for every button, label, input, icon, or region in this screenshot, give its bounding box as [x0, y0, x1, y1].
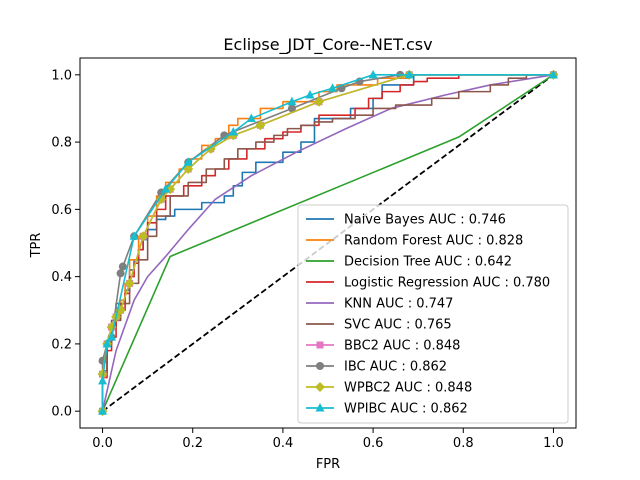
data-point — [138, 231, 149, 242]
data-point — [116, 269, 125, 278]
series-4 — [101, 74, 554, 412]
data-point — [129, 231, 139, 240]
legend-entry: Decision Tree AUC : 0.642 — [344, 255, 512, 270]
data-point — [305, 90, 315, 99]
legend-entry: WPIBC AUC : 0.862 — [344, 402, 468, 417]
legend-box — [297, 204, 569, 424]
data-point — [313, 96, 324, 107]
chart-title: Eclipse_JDT_Core--NET.csv — [223, 35, 432, 55]
y-tick-label: 0.8 — [51, 136, 72, 151]
y-axis: 0.0 0.2 0.4 0.6 0.8 1.0 — [51, 68, 80, 420]
data-point — [98, 406, 108, 415]
data-point — [368, 69, 378, 79]
y-tick-label: 0.6 — [51, 203, 72, 218]
data-point — [287, 104, 296, 113]
data-point — [156, 194, 167, 205]
data-point — [255, 120, 266, 131]
legend-entry: Random Forest AUC : 0.828 — [344, 234, 523, 249]
data-point — [161, 184, 171, 193]
x-tick-label: 0.8 — [453, 436, 474, 451]
data-point — [328, 83, 338, 92]
series-9 — [98, 69, 558, 415]
data-point — [97, 369, 108, 380]
legend-entry: WPBC2 AUC : 0.848 — [344, 381, 472, 396]
data-point — [287, 96, 297, 106]
data-point — [246, 113, 256, 123]
legend-entry: BBC2 AUC : 0.848 — [344, 339, 460, 354]
x-tick-label: 1.0 — [543, 436, 564, 451]
y-tick-label: 1.0 — [51, 68, 72, 83]
plot-frame — [79, 57, 577, 429]
x-axis-label: FPR — [316, 457, 340, 472]
data-point — [124, 278, 135, 289]
data-point — [228, 127, 238, 136]
data-point — [548, 69, 558, 79]
data-point — [98, 375, 108, 385]
x-tick-label: 0.4 — [273, 436, 294, 451]
x-axis: 0.0 0.2 0.4 0.6 0.8 1.0 — [92, 428, 564, 451]
y-tick-label: 0.2 — [51, 337, 72, 352]
series-line — [101, 74, 554, 412]
x-tick-label: 0.6 — [363, 436, 384, 451]
legend-entry: SVC AUC : 0.765 — [344, 318, 452, 333]
data-point — [183, 157, 193, 166]
legend-marker — [316, 362, 324, 370]
x-tick-label: 0.0 — [92, 436, 113, 451]
legend-marker — [315, 382, 325, 392]
data-point — [102, 338, 112, 348]
legend-marker — [316, 341, 324, 349]
legend: Naive Bayes AUC : 0.746 Random Forest AUC… — [297, 204, 569, 424]
series-2 — [101, 74, 554, 412]
data-point — [107, 332, 117, 341]
series-group — [97, 69, 559, 417]
data-point — [118, 262, 127, 271]
legend-entry: Logistic Regression AUC : 0.780 — [344, 276, 550, 291]
x-tick-label: 0.2 — [182, 436, 203, 451]
y-tick-label: 0.4 — [51, 270, 72, 285]
data-point — [404, 69, 414, 79]
plot-area — [79, 57, 577, 429]
y-axis-label: TPR — [29, 233, 44, 259]
legend-marker — [315, 403, 325, 412]
legend-entry: IBC AUC : 0.862 — [344, 360, 447, 375]
legend-entry: Naive Bayes AUC : 0.746 — [344, 213, 506, 228]
legend-entry: KNN AUC : 0.747 — [344, 297, 453, 312]
y-tick-label: 0.0 — [51, 405, 72, 420]
series-line — [101, 74, 554, 412]
